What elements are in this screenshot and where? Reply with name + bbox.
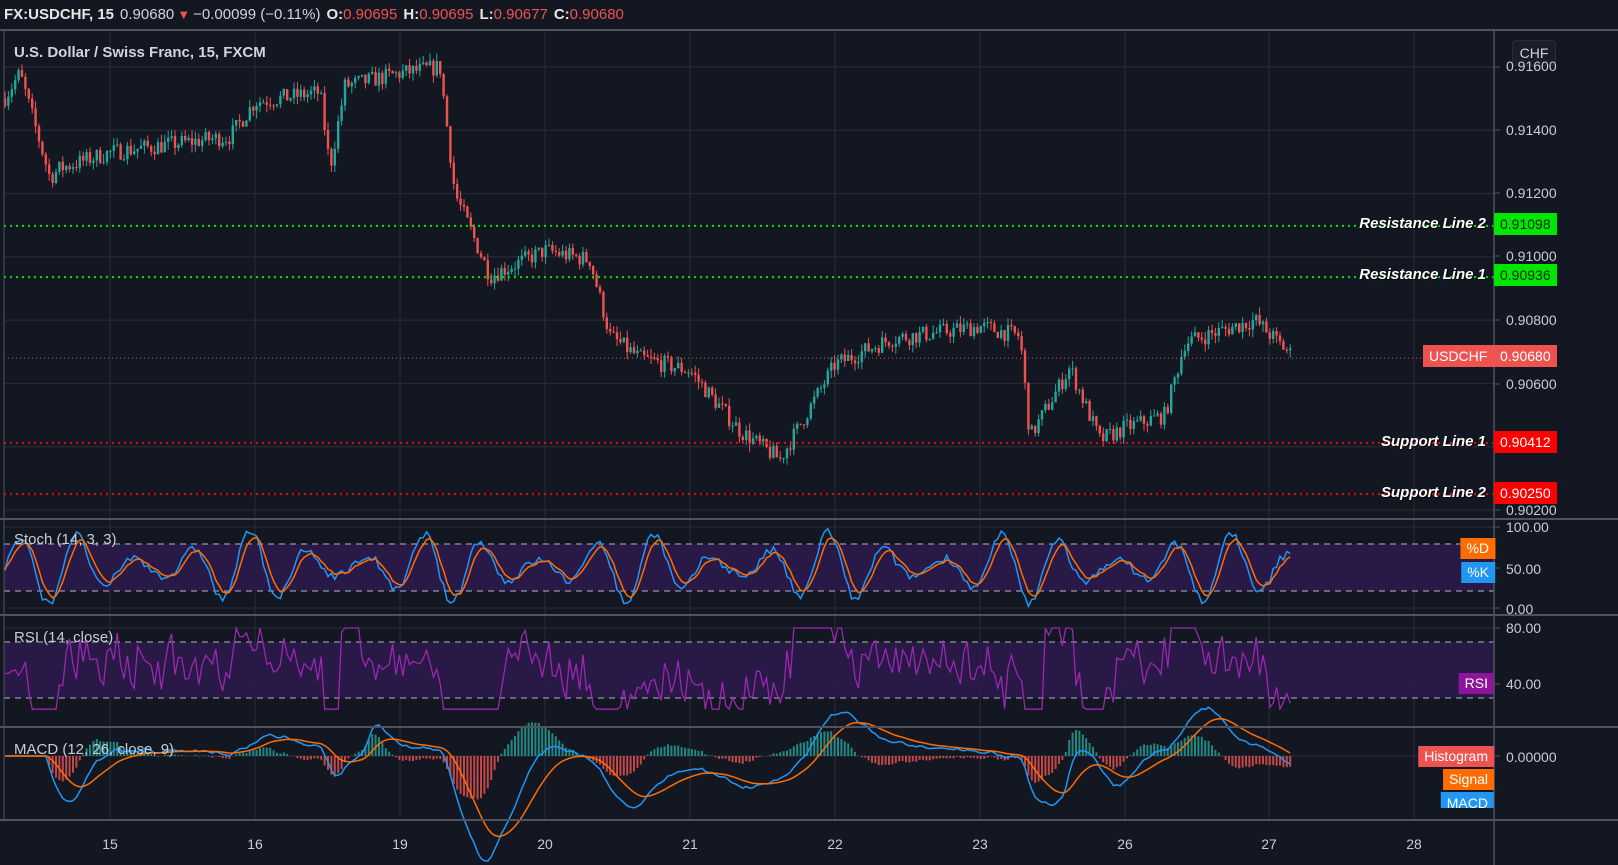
time-tick: 28 xyxy=(1406,836,1422,852)
last-price-symbol-tag: USDCHF xyxy=(1423,345,1494,367)
macd-line-legend: MACD xyxy=(1440,792,1494,808)
indicator-series xyxy=(4,527,1292,862)
stoch-tick: 100.00 xyxy=(1506,519,1549,535)
macd-histogram-legend: Histogram xyxy=(1418,746,1494,767)
resistance-line-1-label[interactable]: Resistance Line 1 xyxy=(1359,266,1486,283)
rsi-legend: RSI xyxy=(1458,673,1494,694)
symbol-label[interactable]: FX:USDCHF, 15 xyxy=(4,5,115,23)
time-tick: 22 xyxy=(827,836,843,852)
low-label: L: xyxy=(479,5,494,23)
main-pane-title: U.S. Dollar / Swiss Franc, 15, FXCM xyxy=(14,44,266,61)
support-line-2-label[interactable]: Support Line 2 xyxy=(1381,484,1486,501)
close-label: C: xyxy=(553,5,570,23)
support-line-2-value: 0.90250 xyxy=(1494,482,1557,504)
time-tick: 19 xyxy=(392,836,408,852)
grid-lines xyxy=(4,32,1494,820)
price-tick: 0.91400 xyxy=(1506,122,1557,138)
rsi-tick: 80.00 xyxy=(1506,620,1542,636)
candlestick-series xyxy=(3,53,1292,465)
price-change: −0.00099 (−0.11%) xyxy=(193,5,321,23)
close-value: 0.90680 xyxy=(569,5,624,23)
low-value: 0.90677 xyxy=(493,5,548,23)
stoch-tick: 0.00 xyxy=(1506,601,1534,617)
time-tick: 16 xyxy=(247,836,263,852)
price-tick: 0.91600 xyxy=(1506,58,1557,74)
horizontal-lines xyxy=(4,224,1494,496)
price-tick: 0.90800 xyxy=(1506,312,1557,328)
macd-title[interactable]: MACD (12, 26, close, 9) xyxy=(14,741,175,758)
time-tick: 23 xyxy=(972,836,988,852)
rsi-tick: 40.00 xyxy=(1506,676,1542,692)
price-tick: 0.91000 xyxy=(1506,248,1557,264)
triangle-down-icon: ▼ xyxy=(177,6,191,22)
time-tick: 21 xyxy=(682,836,698,852)
currency-button[interactable]: CHF xyxy=(1512,40,1556,66)
resistance-line-2-value: 0.91098 xyxy=(1494,213,1557,235)
high-value: 0.90695 xyxy=(419,5,474,23)
high-label: H: xyxy=(403,5,420,23)
symbol-header: FX:USDCHF, 15 0.90680 ▼ −0.00099 (−0.11%… xyxy=(0,0,1618,28)
macd-signal-legend: Signal xyxy=(1443,769,1494,790)
pane-separators xyxy=(0,29,1618,865)
time-tick: 15 xyxy=(102,836,118,852)
price-tick: 0.91200 xyxy=(1506,185,1557,201)
support-line-1-value: 0.90412 xyxy=(1494,431,1557,453)
time-tick: 20 xyxy=(537,836,553,852)
last-price-tag: 0.90680 xyxy=(1494,345,1557,367)
macd-tick: 0.00000 xyxy=(1506,749,1557,765)
resistance-line-2-label[interactable]: Resistance Line 2 xyxy=(1359,215,1486,232)
last-price: 0.90680 xyxy=(120,5,175,23)
support-line-1-label[interactable]: Support Line 1 xyxy=(1381,433,1486,450)
price-tick: 0.90600 xyxy=(1506,376,1557,392)
open-label: O: xyxy=(326,5,344,23)
price-tick: 0.90200 xyxy=(1506,502,1557,518)
stoch-d-legend: %D xyxy=(1460,538,1495,559)
stoch-title[interactable]: Stoch (14, 3, 3) xyxy=(14,531,117,548)
rsi-title[interactable]: RSI (14, close) xyxy=(14,629,114,646)
open-value: 0.90695 xyxy=(343,5,398,23)
time-tick: 26 xyxy=(1117,836,1133,852)
time-tick: 27 xyxy=(1261,836,1277,852)
resistance-line-1-value: 0.90936 xyxy=(1494,264,1557,286)
indicator-bands xyxy=(4,543,1494,699)
stoch-k-legend: %K xyxy=(1461,562,1495,583)
stoch-tick: 50.00 xyxy=(1506,561,1542,577)
